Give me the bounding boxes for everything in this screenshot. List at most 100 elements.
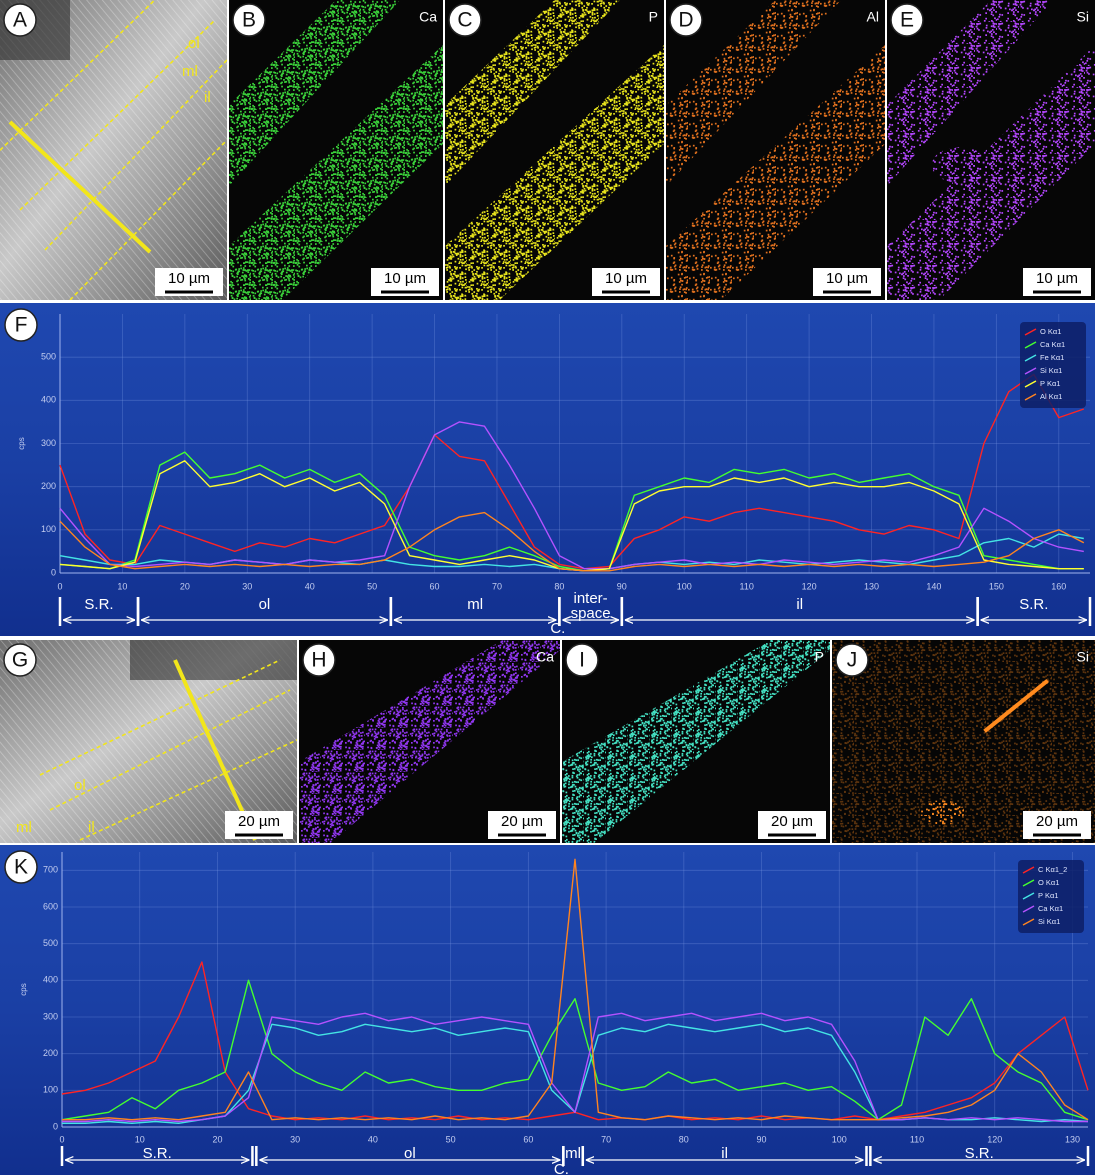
y-axis-label: cps <box>17 437 26 449</box>
panel-content <box>0 640 297 843</box>
element-label: Si <box>1077 9 1089 25</box>
element-label: Ca <box>536 649 554 665</box>
scale-label: 10 µm <box>168 270 210 287</box>
layer-boundary <box>79 739 297 841</box>
panel-letter-circle <box>835 643 869 677</box>
series-line <box>61 979 1089 1121</box>
x-tick-label: 100 <box>677 581 692 591</box>
legend-swatch <box>1022 918 1035 926</box>
legend-swatch <box>1024 367 1037 375</box>
x-tick-label: 120 <box>987 1134 1002 1144</box>
legend-label: Ca Kα1 <box>1038 904 1063 913</box>
x-tick-label: 60 <box>523 1134 533 1144</box>
legend-label: O Kα1 <box>1040 327 1061 336</box>
legend-swatch <box>1022 866 1035 874</box>
profile-line <box>8 120 152 254</box>
layer-boundary <box>39 659 281 776</box>
element-band <box>229 0 401 186</box>
y-tick-label: 300 <box>41 438 56 448</box>
layer-boundary <box>19 19 216 211</box>
panel-content <box>229 0 443 300</box>
scale-label: 10 µm <box>605 270 647 287</box>
y-axis-label: cps <box>19 983 28 995</box>
element-band <box>445 0 621 186</box>
zone-label: il <box>88 819 95 836</box>
image-panel: Ca H 20 µm <box>299 640 560 843</box>
y-tick-label: 500 <box>41 352 56 362</box>
panel-letter: C <box>457 9 472 32</box>
map-streak <box>983 679 1049 733</box>
y-tick-label: 200 <box>43 1048 58 1058</box>
legend-swatch <box>1024 328 1037 336</box>
x-tick-label: 80 <box>679 1134 689 1144</box>
y-tick-label: 0 <box>53 1121 58 1131</box>
x-tick-label: 130 <box>1065 1134 1080 1144</box>
region-label: S.R. <box>965 1145 994 1162</box>
image-panel: Si E 10 µm <box>887 0 1095 300</box>
element-band <box>445 45 664 300</box>
legend-swatch <box>1022 892 1035 900</box>
legend-swatch <box>1022 905 1035 913</box>
x-tick-label: 90 <box>757 1134 767 1144</box>
y-tick-label: 400 <box>43 975 58 985</box>
x-tick-label: 70 <box>492 581 502 591</box>
zone-label: ml <box>16 819 32 836</box>
element-band <box>887 45 1095 300</box>
panel-letter-circle <box>669 3 703 37</box>
element-band <box>299 640 560 843</box>
panel-letter: I <box>579 649 585 672</box>
panel-letter: B <box>242 9 256 32</box>
map-cluster <box>931 147 988 183</box>
panel-letter: H <box>311 649 326 672</box>
x-tick-label: 80 <box>554 581 564 591</box>
zone-label: ol <box>74 777 86 794</box>
y-tick-label: 100 <box>41 524 56 534</box>
x-tick-label: 20 <box>212 1134 222 1144</box>
image-panel: Si J 20 µm <box>832 640 1095 843</box>
region-label: ol <box>404 1145 416 1162</box>
panel-letter-circle <box>302 643 336 677</box>
panel-letter: J <box>847 649 858 672</box>
chart-background <box>0 845 1095 1175</box>
legend-label: O Kα1 <box>1038 878 1059 887</box>
scale-label: 20 µm <box>238 813 280 830</box>
series-line <box>59 451 1084 572</box>
region-label: space <box>571 605 611 622</box>
series-line <box>59 511 1085 572</box>
span-label: C. <box>554 1161 569 1175</box>
x-tick-label: 30 <box>290 1134 300 1144</box>
zone-label: ml <box>182 63 198 80</box>
legend-label: P Kα1 <box>1038 891 1058 900</box>
region-label: il <box>721 1145 728 1162</box>
scale-label: 10 µm <box>1036 270 1078 287</box>
scale-label: 10 µm <box>384 270 426 287</box>
element-label: Al <box>867 9 879 25</box>
x-tick-label: 130 <box>864 581 879 591</box>
legend-swatch <box>1024 380 1037 388</box>
panel-content <box>666 0 885 300</box>
span-label: C. <box>550 620 565 637</box>
panel-letter-circle <box>3 643 37 677</box>
panel-letter-circle <box>890 3 924 37</box>
panel-letter-circle <box>232 3 266 37</box>
panel-content <box>299 640 560 843</box>
region-label: ml <box>467 596 483 613</box>
x-tick-label: 150 <box>989 581 1004 591</box>
panel-letter: D <box>678 9 693 32</box>
legend-label: Fe Kα1 <box>1040 353 1064 362</box>
panel-letter-circle <box>448 3 482 37</box>
legend-swatch <box>1024 393 1037 401</box>
series-line <box>59 421 1084 570</box>
layer-boundary <box>49 689 291 811</box>
x-tick-label: 160 <box>1051 581 1066 591</box>
y-tick-label: 500 <box>43 938 58 948</box>
region-label: S.R. <box>143 1145 172 1162</box>
element-label: Ca <box>419 9 437 25</box>
x-tick-label: 90 <box>617 581 627 591</box>
legend-label: Si Kα1 <box>1038 917 1060 926</box>
element-label: P <box>815 649 824 665</box>
panel-content <box>0 0 227 300</box>
legend-swatch <box>1022 879 1035 887</box>
